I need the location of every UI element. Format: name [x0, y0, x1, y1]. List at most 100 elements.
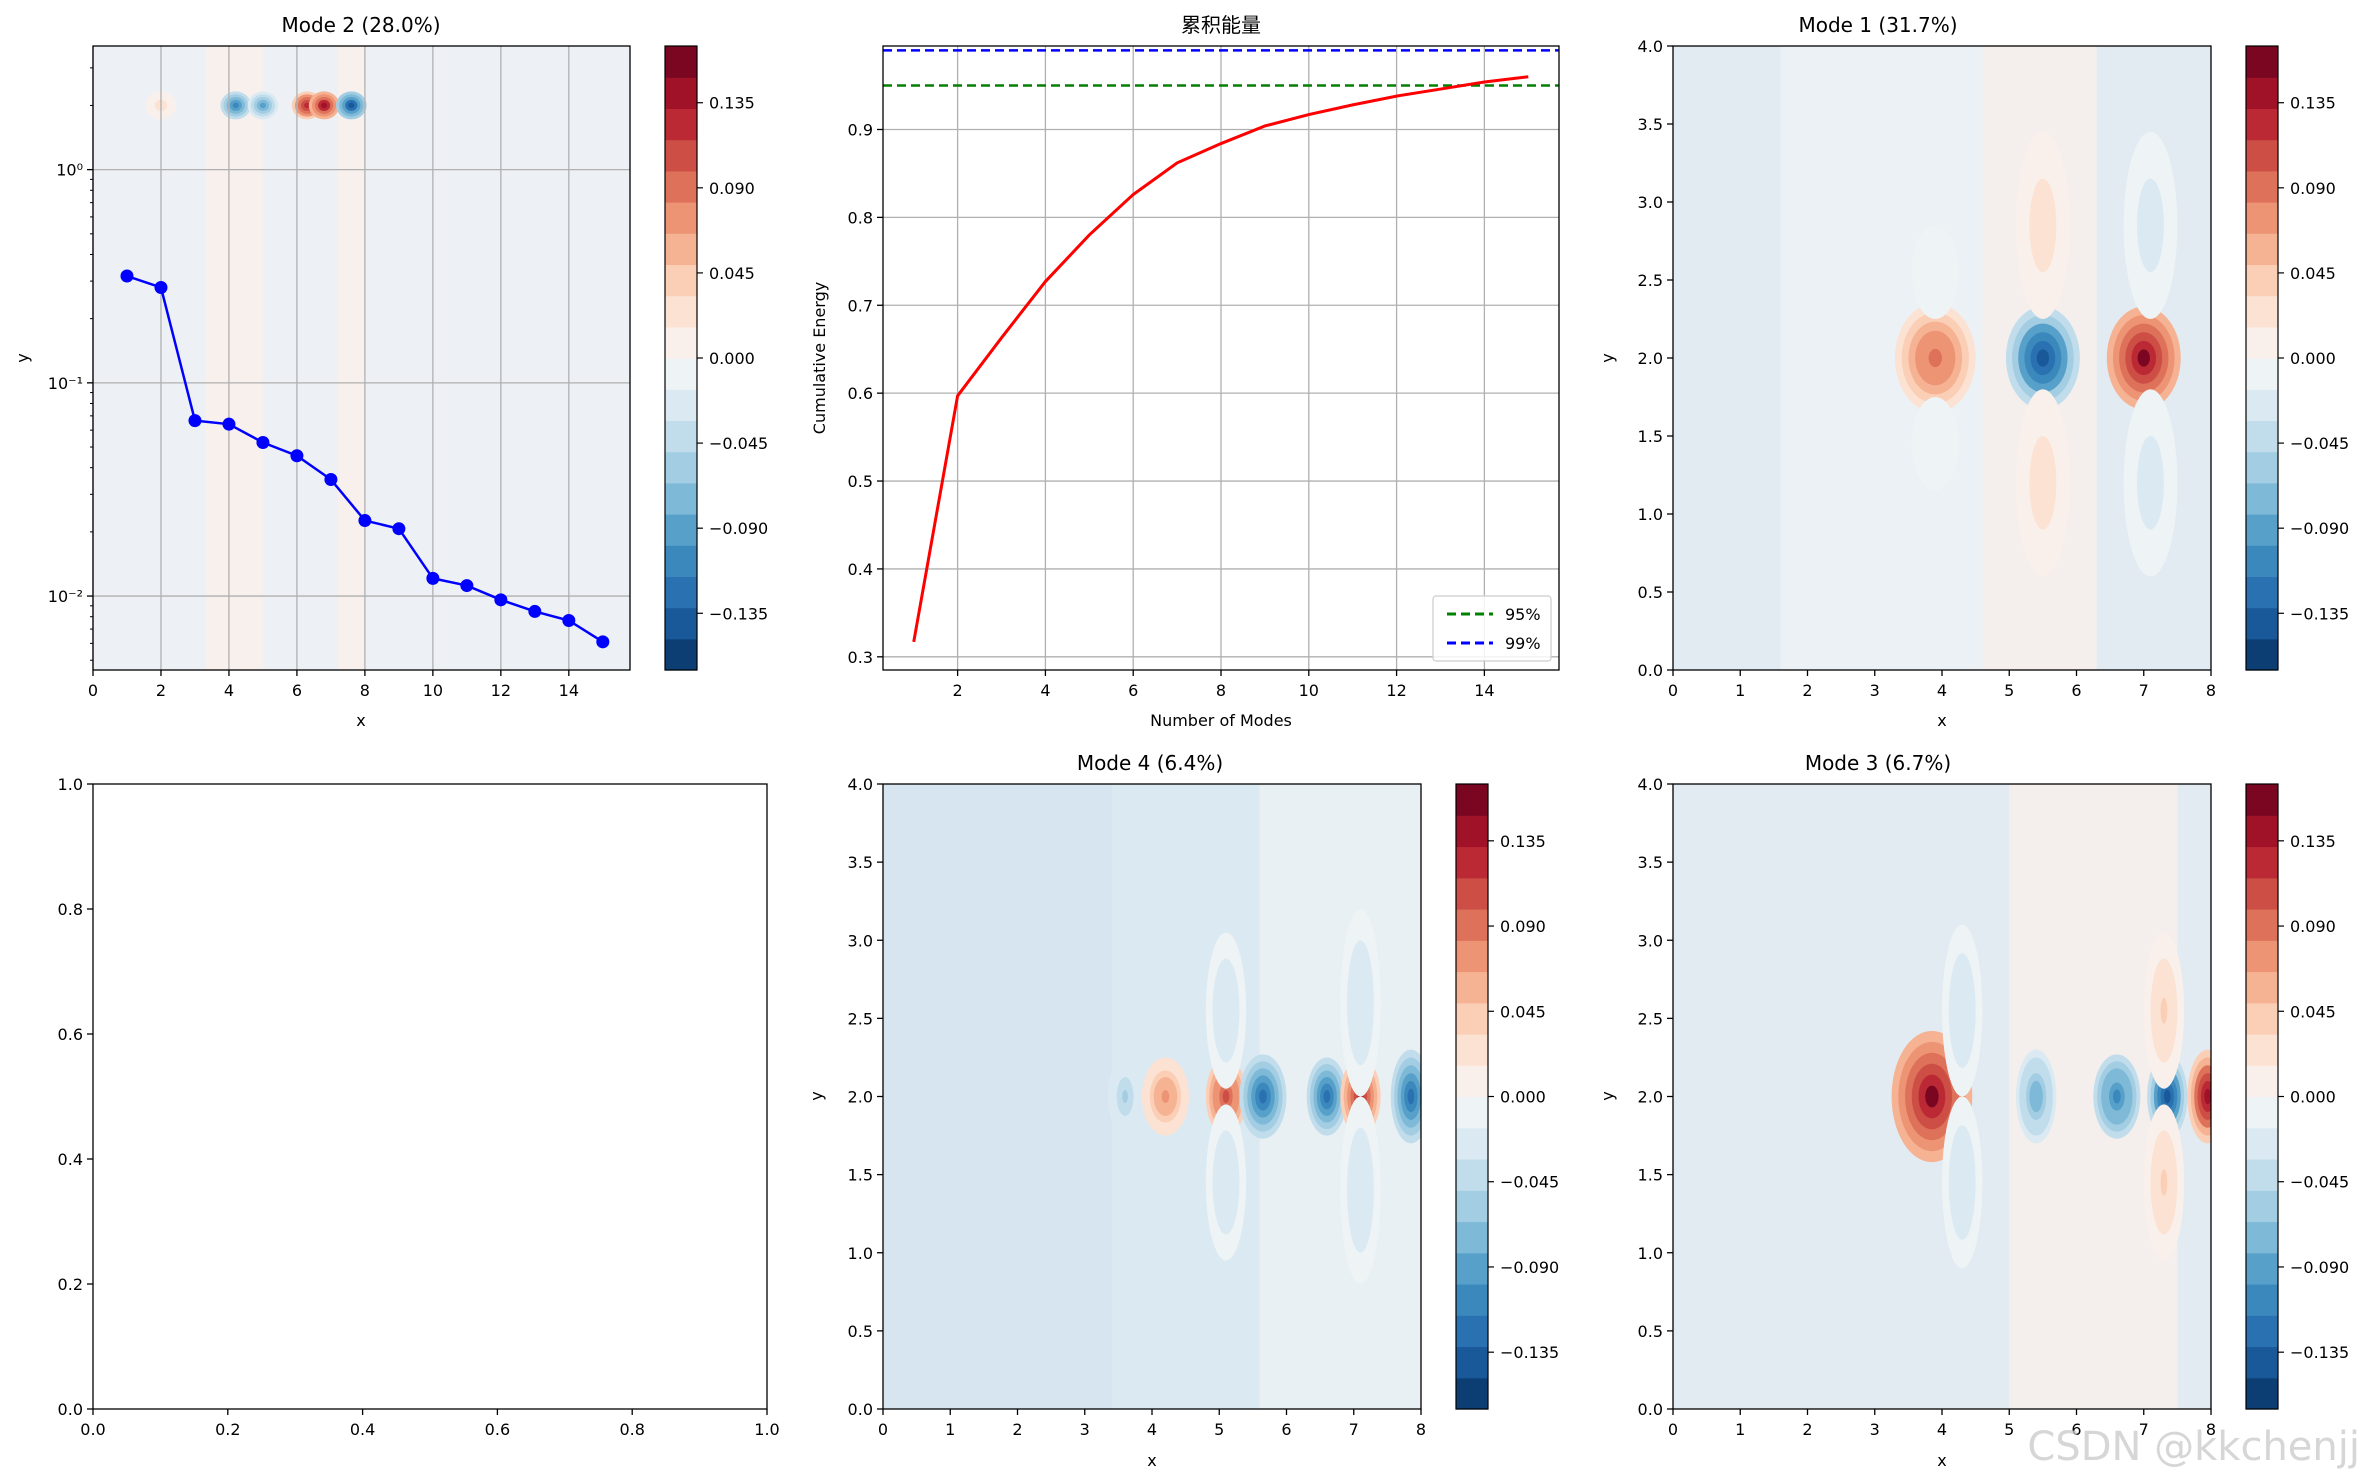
- mode4-xtick-label: 4: [1147, 1420, 1157, 1439]
- mode3-colorbar-level: [2246, 846, 2278, 879]
- mode1-xtick-label: 8: [2206, 681, 2216, 700]
- mode2-xtick-label: 8: [360, 681, 370, 700]
- mode2-energy-point: [154, 280, 168, 294]
- cumulative-ytick-label: 0.3: [848, 648, 873, 667]
- mode4-ylabel: y: [807, 1091, 826, 1100]
- mode1-ytick-label: 1.0: [1638, 505, 1663, 524]
- empty-xtick-label: 0.6: [485, 1420, 510, 1439]
- mode4-contour-blob: [1357, 1174, 1364, 1206]
- mode4-ytick-label: 0.0: [848, 1400, 873, 1419]
- mode3-ylabel: y: [1598, 1091, 1617, 1100]
- mode3-colorbar-level: [2246, 1190, 2278, 1223]
- mode3-contour-blob: [2204, 1088, 2211, 1105]
- mode2-xtick-label: 10: [423, 681, 443, 700]
- mode3-ytick-label: 1.5: [1638, 1166, 1663, 1185]
- mode2-contour-blob: [321, 102, 328, 109]
- mode2-colorbar-level: [665, 202, 697, 234]
- mode3-colorbar-level: [2246, 1096, 2278, 1129]
- mode3-colorbar-level: [2246, 1284, 2278, 1316]
- mode3-xlabel: x: [1937, 1451, 1946, 1470]
- mode4-colorbar-level: [1456, 1252, 1488, 1285]
- mode1-colorbar-level: [2246, 638, 2278, 671]
- mode2-xtick-label: 4: [224, 681, 234, 700]
- mode2-xtick-label: 14: [559, 681, 579, 700]
- mode1-xtick-label: 1: [1735, 681, 1745, 700]
- mode4-ytick-label: 1.0: [848, 1244, 873, 1263]
- mode2-energy-point: [562, 614, 576, 628]
- mode3-xtick-label: 5: [2004, 1420, 2014, 1439]
- mode1-colorbar-level: [2246, 139, 2278, 172]
- mode4-ytick-label: 4.0: [848, 775, 873, 794]
- mode1-colorbar-level: [2246, 451, 2278, 484]
- mode1-title: Mode 1 (31.7%): [1798, 13, 1957, 37]
- empty-xtick-label: 0.4: [350, 1420, 375, 1439]
- panel-mode3: Mode 3 (6.7%) 0 1 2 3 4 5 6 7 8 0.0 0.5 1.0 1.5 2.0 2…: [1598, 751, 2349, 1470]
- mode2-field-band: [205, 46, 263, 670]
- mode1-xtick-label: 4: [1937, 681, 1947, 700]
- panel-mode4: Mode 4 (6.4%) 0 1 2 3 4 5 6 7 8 0.0 0.5 1.0 1.5 2.0 2…: [807, 751, 1559, 1470]
- mode2-colorbar-level: [665, 233, 697, 265]
- mode2-contour-blob: [232, 102, 239, 109]
- mode4-contour-blob: [1407, 1088, 1415, 1105]
- mode3-ytick-label: 2.0: [1638, 1088, 1663, 1107]
- mode4-colorbar-level: [1456, 1159, 1488, 1191]
- mode3-colorbar-level: [2246, 940, 2278, 973]
- mode2-colorbar-tick-label: 0.090: [709, 179, 755, 198]
- mode2-colorbar-level: [665, 638, 697, 671]
- mode3-colorbar-tick-label: 0.000: [2290, 1088, 2336, 1107]
- mode1-colorbar-level: [2246, 77, 2278, 109]
- cumulative-xtick-label: 14: [1474, 681, 1494, 700]
- mode2-energy-point: [358, 514, 372, 528]
- empty-xtick-label: 0.0: [80, 1420, 105, 1439]
- mode4-colorbar-level: [1456, 1002, 1488, 1035]
- mode2-colorbar-level: [665, 545, 697, 577]
- mode4-colorbar-level: [1456, 1315, 1488, 1348]
- empty-ytick-label: 0.2: [58, 1275, 83, 1294]
- mode4-colorbar-level: [1456, 877, 1488, 910]
- mode1-ytick-label: 4.0: [1638, 37, 1663, 56]
- empty-ytick-label: 0.6: [58, 1025, 83, 1044]
- mode3-ytick-label: 3.5: [1638, 853, 1663, 872]
- watermark: CSDN @kkchenjj: [2027, 1424, 2360, 1470]
- mode3-colorbar-level: [2246, 815, 2278, 848]
- cumulative-xtick-label: 8: [1216, 681, 1226, 700]
- mode3-colorbar-level: [2246, 877, 2278, 910]
- mode2-colorbar-tick-label: −0.135: [709, 604, 768, 623]
- mode3-ytick-label: 0.0: [1638, 1400, 1663, 1419]
- mode1-colorbar-level: [2246, 295, 2278, 328]
- mode2-colorbar-tick-label: 0.045: [709, 264, 755, 283]
- mode4-colorbar-tick-label: 0.090: [1500, 917, 1546, 936]
- mode1-colorbar-level: [2246, 326, 2278, 359]
- mode1-colorbar-level: [2246, 170, 2278, 203]
- mode1-colorbar-level: [2246, 358, 2278, 390]
- mode4-xtick-label: 7: [1349, 1420, 1359, 1439]
- mode4-xtick-label: 0: [878, 1420, 888, 1439]
- mode4-ytick-label: 2.0: [848, 1088, 873, 1107]
- mode2-energy-point: [528, 604, 542, 618]
- mode4-ytick-label: 2.5: [848, 1009, 873, 1028]
- mode4-colorbar-level: [1456, 1190, 1488, 1223]
- mode3-ytick-label: 4.0: [1638, 775, 1663, 794]
- mode3-contour-field: [1673, 784, 2211, 1409]
- mode4-contour-blob: [1357, 987, 1364, 1019]
- mode1-contour-blob: [2145, 467, 2155, 499]
- legend-95-label: 95%: [1505, 605, 1541, 624]
- mode2-colorbar-tick-label: 0.000: [709, 349, 755, 368]
- mode2-colorbar-level: [665, 358, 697, 390]
- cumulative-ytick-label: 0.8: [848, 208, 873, 227]
- mode4-colorbar-level: [1456, 784, 1488, 816]
- mode1-xtick-label: 6: [2071, 681, 2081, 700]
- mode4-colorbar-tick-label: −0.045: [1500, 1173, 1559, 1192]
- empty-ytick-label: 0.0: [58, 1400, 83, 1419]
- mode1-colorbar-level: [2246, 389, 2278, 421]
- mode4-ytick-label: 3.5: [848, 853, 873, 872]
- mode2-colorbar-tick-label: −0.090: [709, 519, 768, 538]
- panel-cumulative-energy: 累积能量 2 4 6 8 10 12 14 0.3 0.4 0.5 0.6 0.7 0.8 0.9 Nu…: [810, 13, 1560, 730]
- cumulative-title: 累积能量: [1181, 13, 1261, 37]
- mode4-colorbar-level: [1456, 1034, 1488, 1066]
- cumulative-xtick-label: 2: [953, 681, 963, 700]
- mode1-colorbar-tick-label: 0.045: [2290, 264, 2336, 283]
- mode2-xtick-label: 6: [292, 681, 302, 700]
- mode2-colorbar-level: [665, 77, 697, 109]
- mode4-ytick-label: 0.5: [848, 1322, 873, 1341]
